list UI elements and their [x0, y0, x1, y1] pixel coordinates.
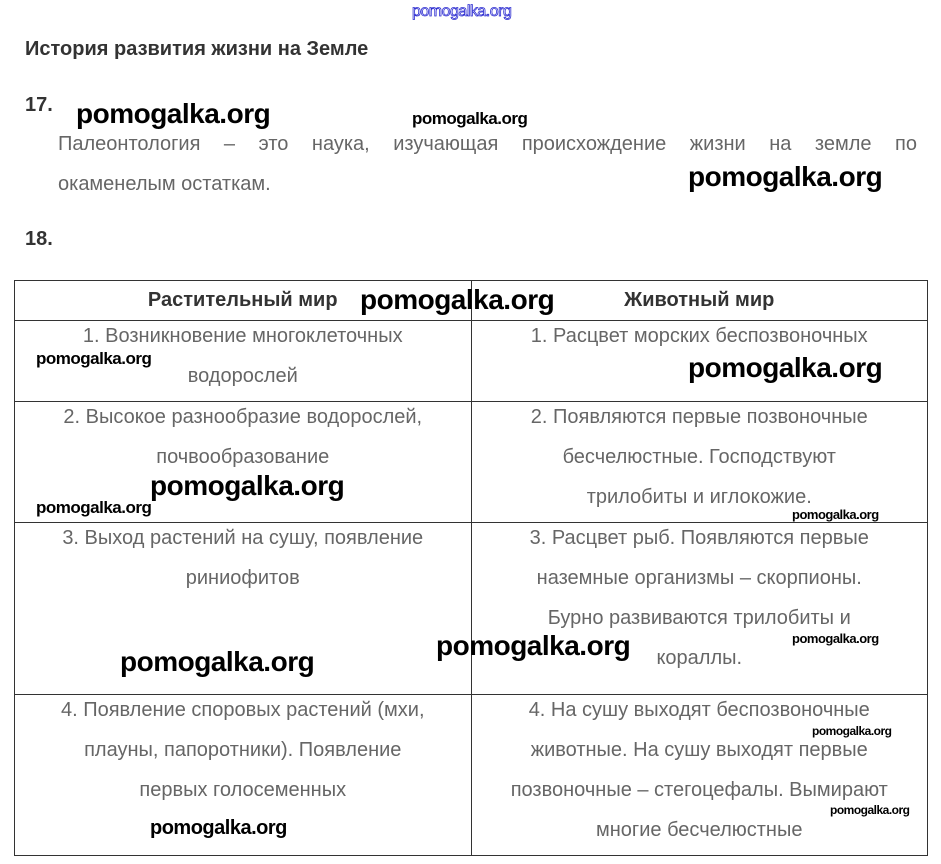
cell-line: почвообразование [156, 446, 330, 468]
cell-line: 3. Выход растений на сушу, появление [62, 527, 424, 549]
cell-line: риниофитов [185, 567, 300, 589]
animals-cell: 3. Расцвет рыб. Появляются первые наземн… [470, 522, 928, 695]
watermark: pomogalka.org [150, 470, 345, 501]
table-row: 4. Появление споровых растений (мхи, пла… [14, 694, 928, 856]
watermark: pomogalka.org [688, 352, 883, 383]
watermark: pomogalka.org [412, 109, 528, 128]
watermark: pomogalka.org [792, 631, 879, 646]
page-title: История развития жизни на Земле [25, 38, 369, 60]
cell-line: плауны, папоротники). Появление [84, 739, 402, 761]
answer-line: Палеонтология – это наука, изучающая про… [58, 133, 917, 155]
cell-line: многие бесчелюстные [596, 819, 803, 841]
watermark: pomogalka.org [120, 646, 315, 677]
cell-line: 2. Высокое разнообразие водорослей, [63, 406, 423, 428]
watermark: pomogalka.org [792, 507, 879, 522]
watermark: pomogalka.org [436, 630, 631, 661]
cell-line: бесчелюстные. Господствуют [562, 446, 836, 468]
plants-cell: 2. Высокое разнообразие водорослей, почв… [14, 401, 472, 523]
answer-line: окаменелым остаткам. [58, 173, 271, 195]
cell-line: животные. На сушу выходят первые [530, 739, 868, 761]
cell-line: 4. На сушу выходят беспозвоночные [528, 699, 870, 721]
watermark: pomogalka.org [688, 161, 883, 192]
watermark: pomogalka.org [360, 284, 555, 315]
watermark: pomogalka.org [812, 724, 892, 738]
animals-cell: 1. Расцвет морских беспозвоночных [470, 320, 928, 402]
plants-cell: 1. Возникновение многоклеточных водоросл… [14, 320, 472, 402]
watermark: pomogalka.org [36, 349, 152, 368]
cell-line: Бурно развиваются трилобиты и [547, 607, 851, 629]
task-18-number: 18. [25, 228, 53, 250]
watermark: pomogalka.org [36, 498, 152, 517]
watermark: pomogalka.org [76, 98, 271, 129]
watermark: pomogalka.org [150, 817, 287, 839]
table-row: 3. Выход растений на сушу, появление рин… [14, 522, 928, 695]
cell-line: 1. Расцвет морских беспозвоночных [530, 325, 868, 347]
animals-cell: 4. На сушу выходят беспозвоночные животн… [470, 694, 928, 856]
cell-line: наземные организмы – скорпионы. [536, 567, 862, 589]
table-row: 1. Возникновение многоклеточных водоросл… [14, 320, 928, 402]
watermark: pomogalka.org [412, 3, 513, 20]
plants-cell: 4. Появление споровых растений (мхи, пла… [14, 694, 472, 856]
task-17-answer: Палеонтология – это наука, изучающая про… [58, 124, 917, 204]
table-row: 2. Высокое разнообразие водорослей, почв… [14, 401, 928, 523]
task-17-number: 17. [25, 94, 53, 116]
header-plants: Растительный мир [14, 280, 472, 321]
cell-line: кораллы. [656, 647, 743, 669]
watermark: pomogalka.org [830, 803, 910, 817]
cell-line: водорослей [187, 365, 298, 387]
animals-cell: 2. Появляются первые позвоночные бесчелю… [470, 401, 928, 523]
cell-line: 1. Возникновение многоклеточных [82, 325, 403, 347]
cell-line: первых голосеменных [139, 779, 347, 801]
cell-line: 4. Появление споровых растений (мхи, [60, 699, 425, 721]
cell-line: 2. Появляются первые позвоночные [530, 406, 868, 428]
cell-line: позвоночные – стегоцефалы. Вымирают [510, 779, 888, 801]
cell-line: трилобиты и иглокожие. [586, 486, 812, 508]
life-history-table: Растительный мир Животный мир 1. Возникн… [14, 280, 928, 856]
cell-line: 3. Расцвет рыб. Появляются первые [529, 527, 869, 549]
